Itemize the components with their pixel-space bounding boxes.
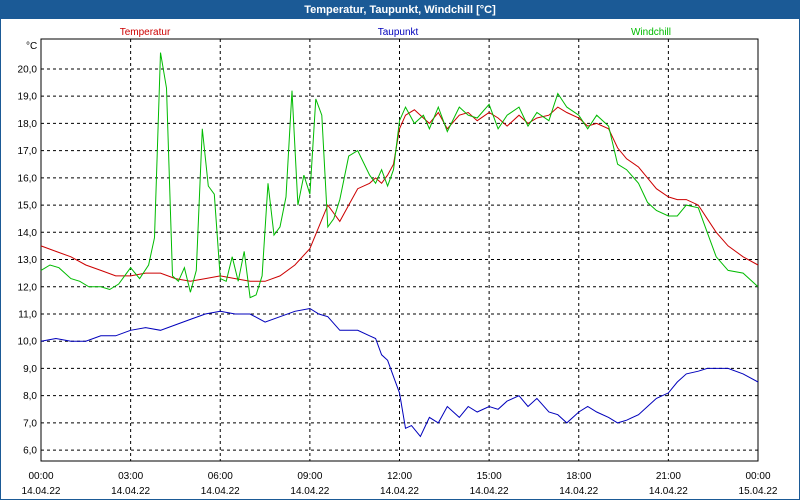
y-tick-label: 20,0 — [18, 64, 38, 75]
x-tick-time-label: 00:00 — [745, 471, 770, 482]
chart-axes — [40, 38, 759, 462]
legend-temperatur: Temperatur — [120, 27, 171, 38]
y-tick-label: 15,0 — [18, 201, 38, 212]
y-tick-label: 8,0 — [23, 391, 37, 402]
chart-title: Temperatur, Taupunkt, Windchill [°C] — [1, 1, 799, 19]
x-tick-date-label: 14.04.22 — [111, 486, 150, 497]
legend-taupunkt: Taupunkt — [378, 27, 419, 38]
y-tick-label: 6,0 — [23, 446, 37, 457]
x-tick-date-label: 14.04.22 — [290, 486, 329, 497]
x-tick-time-label: 00:00 — [28, 471, 53, 482]
y-tick-label: 13,0 — [18, 255, 38, 266]
x-tick-time-label: 21:00 — [656, 471, 681, 482]
y-tick-label: 17,0 — [18, 146, 38, 157]
chart-labels: 6,0 7,0 8,0 9,0 10,0 11,0 12,0 13,0 14,0 15,0 16,0… — [18, 27, 778, 497]
y-tick-label: 11,0 — [18, 309, 37, 320]
series-line-taupunkt — [40, 307, 759, 438]
x-tick-date-label: 14.04.22 — [22, 486, 61, 497]
y-tick-label: 14,0 — [18, 228, 38, 239]
x-tick-time-label: 03:00 — [118, 471, 143, 482]
y-tick-label: 10,0 — [18, 337, 38, 348]
x-tick-date-label: 14.04.22 — [201, 486, 240, 497]
y-tick-label: 19,0 — [18, 92, 38, 103]
x-tick-time-label: 06:00 — [208, 471, 233, 482]
x-tick-time-label: 15:00 — [477, 471, 502, 482]
x-tick-time-label: 12:00 — [387, 471, 412, 482]
y-axis-unit-label: °C — [26, 41, 37, 52]
x-tick-date-label: 14.04.22 — [380, 486, 419, 497]
x-tick-date-label: 14.04.22 — [649, 486, 688, 497]
series-line-temperatur — [40, 106, 759, 282]
y-tick-label: 18,0 — [18, 119, 38, 130]
x-tick-time-label: 09:00 — [297, 471, 322, 482]
x-tick-date-label: 14.04.22 — [559, 486, 598, 497]
y-tick-label: 12,0 — [18, 282, 38, 293]
plot-frame — [40, 38, 759, 462]
series-line-windchill — [40, 52, 759, 299]
y-tick-label: 16,0 — [18, 173, 38, 184]
y-tick-label: 7,0 — [23, 418, 37, 429]
y-tick-label: 9,0 — [23, 364, 37, 375]
chart-grid — [41, 39, 758, 461]
x-tick-date-label: 14.04.22 — [470, 486, 509, 497]
legend-windchill: Windchill — [631, 27, 671, 38]
chart-series-group — [40, 52, 759, 438]
x-tick-time-label: 18:00 — [566, 471, 591, 482]
x-tick-date-label: 15.04.22 — [739, 486, 778, 497]
